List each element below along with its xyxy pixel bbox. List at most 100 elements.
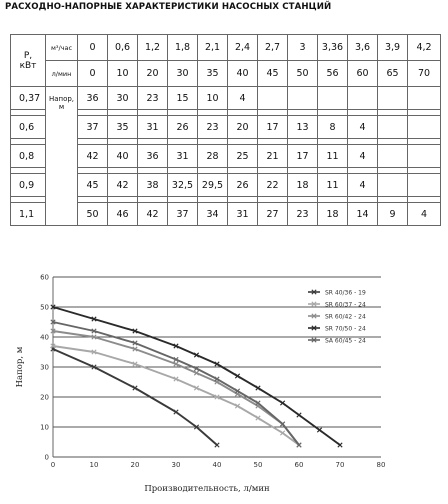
head-cell: [377, 144, 408, 168]
legend-label: SR 40/36 - 19: [325, 289, 366, 296]
head-cell: 45: [77, 173, 108, 197]
power-cell: 0,6: [10, 115, 46, 139]
data-point: [214, 442, 220, 448]
head-cell: 36: [77, 86, 108, 110]
head-cell: [407, 144, 441, 168]
head-cell: [407, 173, 441, 197]
series-line: [52, 345, 300, 446]
y-tick-label: 50: [40, 304, 49, 312]
data-point: [50, 304, 56, 310]
head-cell: 40: [107, 144, 138, 168]
legend-label: SR 60/37 - 24: [325, 301, 366, 308]
head-cell: [377, 115, 408, 139]
legend-marker: [311, 337, 317, 343]
page-title: РАСХОДНО-НАПОРНЫЕ ХАРАКТЕРИСТИКИ НАСОСНЫ…: [5, 2, 332, 12]
data-point: [50, 343, 56, 349]
flow-m3-cell: 3: [287, 34, 318, 61]
legend-marker: [311, 289, 317, 295]
flow-lpm-cell: 30: [167, 60, 198, 87]
y-tick-label: 60: [40, 274, 49, 282]
head-cell: [407, 86, 441, 110]
head-cell: 18: [287, 173, 318, 197]
data-point: [173, 376, 179, 382]
data-point: [193, 385, 200, 391]
head-cell: 4: [407, 202, 441, 226]
data-point: [255, 400, 261, 406]
head-cell: 36: [137, 144, 168, 168]
data-point: [173, 356, 179, 363]
data-point: [132, 385, 138, 391]
data-point: [91, 334, 97, 340]
data-point: [132, 346, 138, 352]
power-cell: 1,1: [10, 202, 46, 226]
flow-m3-cell: 2,4: [227, 34, 258, 61]
data-point: [193, 365, 200, 372]
head-cell: 21: [257, 144, 288, 168]
data-point: [280, 430, 286, 436]
flow-m3-cell: 3,9: [377, 34, 408, 61]
power-cell: 0,9: [10, 173, 46, 197]
legend-label: SR 70/50 - 24: [325, 325, 366, 332]
head-cell: 38: [137, 173, 168, 197]
data-point: [91, 349, 97, 355]
flow-m3-cell: 0,6: [107, 34, 138, 61]
data-point: [296, 442, 302, 448]
flow-m3-cell: 4,2: [407, 34, 441, 61]
y-tick-label: 40: [40, 334, 49, 342]
flow-lpm-cell: 20: [137, 60, 168, 87]
flow-lpm-cell: 70: [407, 60, 441, 87]
x-tick-label: 50: [254, 461, 263, 469]
y-tick-label: 0: [45, 454, 49, 462]
x-tick-label: 10: [90, 461, 99, 469]
power-header: Р, кВт: [10, 34, 46, 87]
head-cell: 14: [347, 202, 378, 226]
data-point: [214, 394, 220, 400]
data-point: [173, 361, 179, 367]
head-cell: 13: [287, 115, 318, 139]
head-cell: 37: [167, 202, 198, 226]
power-unit: кВт: [19, 60, 37, 71]
power-label: Р,: [23, 50, 33, 61]
x-axis-label: Производительность, л/мин: [144, 484, 270, 494]
series-line: [52, 306, 341, 446]
data-point: [193, 352, 200, 358]
power-cell: 0,8: [10, 144, 46, 168]
legend-label: SR 60/42 - 24: [325, 313, 366, 320]
y-axis-label: Напор, м: [15, 346, 25, 387]
data-point: [173, 409, 179, 415]
data-point: [255, 385, 261, 391]
flow-lpm-unit: л/мин: [45, 60, 78, 87]
head-cell: 30: [107, 86, 138, 110]
data-point: [91, 316, 97, 322]
head-cell: 4: [227, 86, 258, 110]
x-tick-label: 60: [295, 461, 304, 469]
head-cell: 22: [257, 173, 288, 197]
data-point: [91, 328, 97, 334]
data-point: [50, 319, 56, 325]
head-cell: 37: [77, 115, 108, 139]
head-cell: 42: [107, 173, 138, 197]
x-tick-label: 80: [377, 461, 386, 469]
x-tick-label: 0: [51, 461, 55, 469]
head-label: Напор,: [48, 95, 75, 103]
data-point: [296, 412, 302, 418]
data-point: [214, 376, 220, 382]
x-tick-label: 30: [172, 461, 181, 469]
data-point: [193, 424, 200, 430]
data-point: [132, 340, 138, 346]
y-tick-label: 30: [40, 364, 49, 372]
data-point: [280, 400, 286, 406]
head-cell: 29,5: [197, 173, 228, 197]
head-cell: 26: [167, 115, 198, 139]
data-point: [280, 421, 286, 427]
series-line: [52, 330, 300, 446]
data-point: [132, 361, 138, 367]
power-cell: 0,37: [10, 86, 46, 110]
legend-marker: [311, 325, 317, 331]
y-tick-label: 20: [40, 394, 49, 402]
performance-table: Р, кВт м³/час 0 0,6 1,2 1,8 2,1 2,4 2,7 …: [10, 34, 441, 226]
head-cell: [257, 86, 288, 110]
data-point: [234, 403, 241, 409]
data-point: [255, 415, 261, 421]
